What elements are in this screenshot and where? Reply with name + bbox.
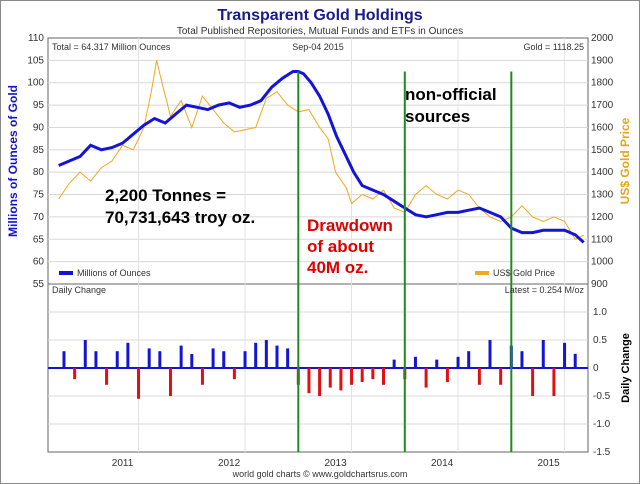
lower-tick-1.0: 1.0 [593, 307, 607, 318]
left-tick-65: 65 [33, 234, 45, 245]
lower-panel-title: Daily Change [52, 285, 106, 295]
left-tick-55: 55 [33, 279, 45, 290]
lower-axis-ticks: 1.0 0.5 0 -0.5 -1.0 -1.5 [593, 307, 611, 458]
right-tick-1800: 1800 [591, 78, 614, 89]
annotation-tonnes: 2,200 Tonnes = [105, 186, 226, 205]
right-tick-1000: 1000 [591, 257, 614, 268]
x-tick-2012: 2012 [218, 458, 241, 469]
lower-axis-label: Daily Change [620, 333, 632, 403]
right-tick-1100: 1100 [591, 234, 613, 245]
left-tick-70: 70 [33, 212, 45, 223]
x-tick-2015: 2015 [537, 458, 560, 469]
left-tick-105: 105 [27, 55, 44, 66]
chart-subtitle: Total Published Repositories, Mutual Fun… [177, 26, 463, 37]
annotation-40m: 40M oz. [307, 258, 368, 277]
legend-holdings-label: Millions of Ounces [77, 268, 151, 278]
left-axis-ticks: 55 60 65 70 75 80 85 90 95 100 105 110 [27, 33, 44, 290]
x-tick-2014: 2014 [431, 458, 454, 469]
left-tick-90: 90 [33, 122, 45, 133]
right-tick-2000: 2000 [591, 33, 614, 44]
x-tick-2013: 2013 [324, 458, 347, 469]
annotation-non-official: non-official [405, 85, 497, 104]
lower-panel-latest: Latest = 0.254 M/oz [505, 285, 585, 295]
annotation-troy-oz: 70,731,643 troy oz. [105, 208, 255, 227]
lower-tick--0.5: -0.5 [593, 391, 611, 402]
holdings-line [58, 70, 585, 244]
lower-tick-0.5: 0.5 [593, 335, 607, 346]
legend-price-swatch [475, 271, 489, 275]
right-tick-1500: 1500 [591, 145, 614, 156]
right-tick-1200: 1200 [591, 212, 614, 223]
right-tick-1600: 1600 [591, 122, 614, 133]
left-tick-100: 100 [27, 78, 44, 89]
right-tick-1700: 1700 [591, 100, 614, 111]
header-gold: Gold = 1118.25 [524, 42, 584, 52]
annotation-about: of about [307, 237, 374, 256]
y-axis-left-label: Millions of Ounces of Gold [6, 85, 20, 237]
header-total: Total = 64.317 Million Ounces [52, 42, 171, 52]
lower-tick--1.0: -1.0 [593, 419, 611, 430]
header-date: Sep-04 2015 [292, 42, 344, 52]
x-axis-ticks: 2011 2012 2013 2014 2015 [112, 458, 560, 469]
left-tick-85: 85 [33, 145, 45, 156]
annotation-drawdown: Drawdown [307, 216, 393, 235]
gold-price-line [58, 60, 584, 240]
left-tick-80: 80 [33, 167, 45, 178]
lower-tick--1.5: -1.5 [593, 447, 611, 458]
x-tick-2011: 2011 [112, 458, 134, 469]
chart-title: Transparent Gold Holdings [217, 7, 422, 24]
footer-credit: world gold charts © www.goldchartsrus.co… [232, 469, 408, 479]
daily-change-bars [48, 340, 588, 399]
legend-price-label: US$ Gold Price [493, 268, 555, 278]
left-tick-75: 75 [33, 190, 45, 201]
left-tick-95: 95 [33, 100, 45, 111]
right-tick-1400: 1400 [591, 167, 614, 178]
left-tick-110: 110 [28, 33, 44, 44]
legend-holdings-swatch [59, 271, 73, 275]
right-tick-1900: 1900 [591, 55, 614, 66]
right-tick-1300: 1300 [591, 190, 614, 201]
left-tick-60: 60 [33, 257, 45, 268]
annotation-sources: sources [405, 107, 470, 126]
y-axis-right-label: US$ Gold Price [618, 117, 632, 204]
lower-tick-0: 0 [593, 363, 599, 374]
year-marker-lines [297, 71, 513, 452]
right-axis-ticks: 900 1000 1100 1200 1300 1400 1500 1600 1700 1800 1… [591, 33, 614, 290]
right-tick-900: 900 [591, 279, 608, 290]
